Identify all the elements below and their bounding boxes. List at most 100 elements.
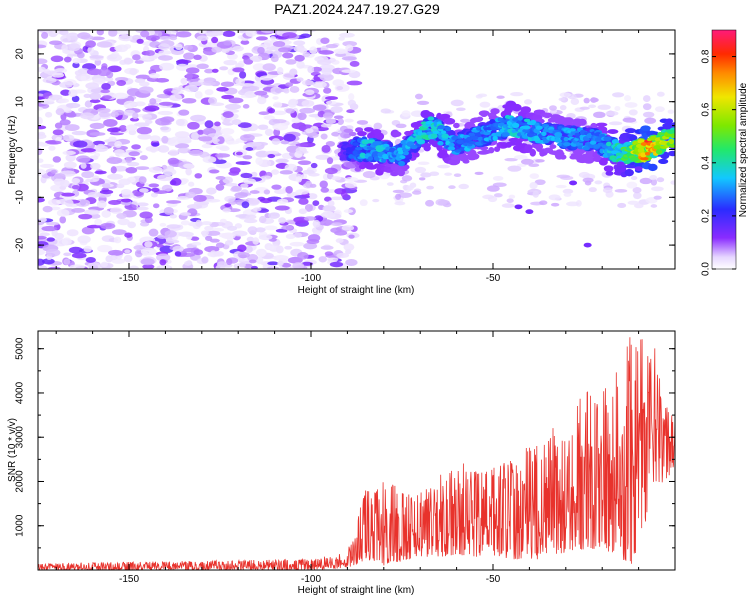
noise-blob <box>344 182 357 189</box>
noise-blob <box>38 249 46 256</box>
noise-blob <box>132 54 141 61</box>
signal-blob <box>668 150 675 157</box>
noise-blob <box>588 187 597 193</box>
signal-blob <box>577 118 587 126</box>
noise-blob <box>159 259 167 266</box>
noise-blob <box>96 41 113 48</box>
noise-blob <box>186 72 193 80</box>
noise-blob <box>295 189 310 195</box>
noise-blob <box>249 86 260 91</box>
noise-blob <box>455 107 466 111</box>
noise-blob <box>188 81 204 86</box>
noise-blob <box>206 230 221 236</box>
signal-blob <box>595 122 608 127</box>
noise-blob <box>330 106 343 114</box>
noise-blob <box>72 62 80 69</box>
noise-blob <box>50 169 57 174</box>
noise-blob <box>177 147 191 154</box>
noise-blob <box>555 184 567 189</box>
noise-blob <box>325 96 339 101</box>
noise-blob <box>268 212 280 219</box>
signal-blob <box>543 112 552 119</box>
noise-blob <box>222 208 231 213</box>
noise-blob <box>48 94 63 101</box>
signal-blob <box>440 130 447 135</box>
noise-blob <box>110 207 123 214</box>
noise-blob <box>158 43 170 51</box>
colorbar-tick-label: 0.8 <box>701 49 712 63</box>
noise-blob <box>148 228 159 237</box>
noise-blob <box>50 55 64 63</box>
y-tick-label: 0 <box>15 146 26 152</box>
signal-blob <box>399 155 406 160</box>
signal-blob <box>448 159 460 166</box>
noise-blob <box>289 86 300 93</box>
noise-blob <box>228 97 244 104</box>
noise-blob <box>116 212 127 220</box>
x-tick-label: -100 <box>301 273 321 284</box>
noise-blob <box>514 154 528 160</box>
noise-blob <box>112 92 129 100</box>
signal-blob <box>522 125 531 130</box>
noise-blob <box>123 100 136 109</box>
noise-blob <box>240 183 249 188</box>
signal-blob <box>607 129 619 135</box>
noise-blob <box>200 230 209 236</box>
noise-blob <box>156 93 172 99</box>
x-tick-label: -150 <box>119 273 139 284</box>
noise-blob <box>86 224 103 229</box>
noise-blob <box>65 154 76 162</box>
signal-blob <box>563 136 569 142</box>
snr-frame <box>37 330 676 571</box>
noise-blob <box>398 192 413 198</box>
noise-blob <box>299 107 316 114</box>
noise-blob <box>249 190 260 194</box>
noise-blob <box>207 97 218 105</box>
noise-blob <box>204 225 214 231</box>
signal-blob <box>530 119 537 126</box>
noise-blob <box>329 261 344 268</box>
noise-blob <box>215 176 226 180</box>
signal-blob <box>583 242 592 248</box>
signal-blob <box>667 129 675 135</box>
noise-blob <box>136 38 144 44</box>
noise-blob <box>128 265 139 269</box>
signal-blob <box>490 108 500 115</box>
noise-blob <box>80 148 96 153</box>
signal-blob <box>483 131 491 136</box>
noise-blob <box>72 57 81 64</box>
noise-blob <box>653 195 662 200</box>
signal-blob <box>658 158 669 164</box>
noise-blob <box>41 258 55 265</box>
noise-blob <box>570 97 580 106</box>
noise-blob <box>45 111 53 118</box>
noise-blob <box>185 67 200 74</box>
noise-blob <box>549 105 557 111</box>
noise-blob <box>71 185 80 190</box>
y-tick-label: 3000 <box>15 426 26 449</box>
noise-blob <box>317 59 332 66</box>
signal-blob <box>410 144 418 150</box>
noise-blob <box>113 236 122 244</box>
noise-blob <box>243 218 258 224</box>
noise-blob <box>323 87 332 94</box>
noise-blob <box>320 245 334 250</box>
noise-blob <box>307 234 321 242</box>
noise-blob <box>309 46 318 55</box>
noise-blob <box>204 198 221 203</box>
signal-blob <box>441 133 450 139</box>
noise-blob <box>190 132 199 140</box>
noise-blob <box>325 100 337 105</box>
noise-blob <box>259 75 273 81</box>
noise-blob <box>362 170 376 179</box>
noise-blob <box>297 112 307 121</box>
noise-blob <box>324 251 334 256</box>
noise-blob <box>46 237 55 242</box>
noise-blob <box>148 72 160 79</box>
signal-blob <box>514 204 523 210</box>
noise-blob <box>110 111 119 118</box>
noise-blob <box>295 143 309 147</box>
noise-blob <box>558 97 566 102</box>
signal-blob <box>603 136 612 142</box>
noise-blob <box>479 101 491 108</box>
